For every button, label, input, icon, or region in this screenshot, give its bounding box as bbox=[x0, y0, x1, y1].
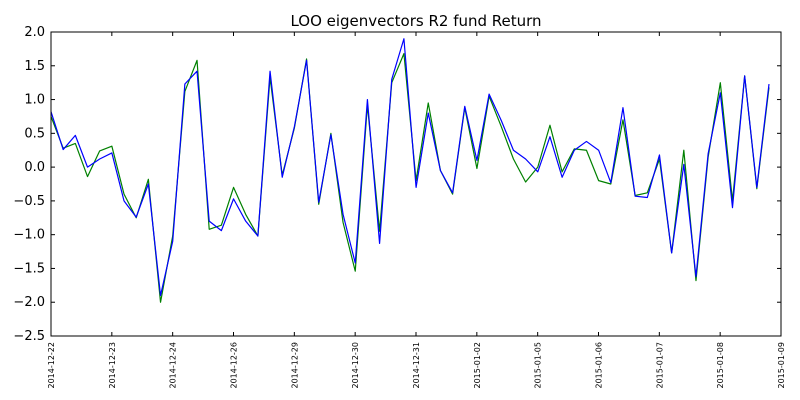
y-tick-label: −1.5 bbox=[13, 261, 45, 276]
y-tick-label: 2.0 bbox=[24, 25, 45, 40]
y-tick-label: −1.0 bbox=[13, 228, 45, 243]
x-tick-label: 2014-12-23 bbox=[108, 342, 117, 389]
x-tick-label: 2014-12-22 bbox=[47, 342, 56, 389]
x-tick-label: 2014-12-24 bbox=[169, 342, 178, 389]
x-tick-label: 2014-12-29 bbox=[290, 342, 299, 389]
y-tick-label: 1.0 bbox=[24, 93, 45, 108]
x-tick-label: 2014-12-30 bbox=[351, 342, 360, 389]
y-tick-label: −0.5 bbox=[13, 194, 45, 209]
y-tick-label: −2.0 bbox=[13, 295, 45, 310]
x-tick-label: 2015-01-09 bbox=[777, 342, 786, 389]
chart-title: LOO eigenvectors R2 fund Return bbox=[290, 12, 541, 30]
y-tick-label: 1.5 bbox=[24, 59, 45, 74]
x-tick-label: 2015-01-02 bbox=[473, 342, 482, 389]
y-tick-label: 0.5 bbox=[24, 126, 45, 141]
x-tick-label: 2015-01-06 bbox=[595, 342, 604, 389]
series-line-0 bbox=[50, 38, 770, 297]
series-line-1 bbox=[50, 53, 770, 303]
series-layer bbox=[50, 38, 770, 303]
y-axis: −2.5 −2.0 −1.5 −1.0 −0.5 0.0 0.5 1.0 1.5 2.0 bbox=[13, 25, 781, 344]
y-tick-label: 0.0 bbox=[24, 160, 45, 175]
x-tick-label: 2015-01-07 bbox=[655, 342, 664, 389]
y-tick-label: −2.5 bbox=[13, 329, 45, 344]
x-tick-label: 2014-12-26 bbox=[230, 342, 239, 389]
x-axis: 2014-12-22 2014-12-23 2014-12-24 2014-12-26… bbox=[47, 32, 786, 389]
x-tick-label: 2014-12-31 bbox=[412, 342, 421, 389]
x-tick-label: 2015-01-08 bbox=[716, 342, 725, 389]
x-tick-label: 2015-01-05 bbox=[534, 342, 543, 389]
